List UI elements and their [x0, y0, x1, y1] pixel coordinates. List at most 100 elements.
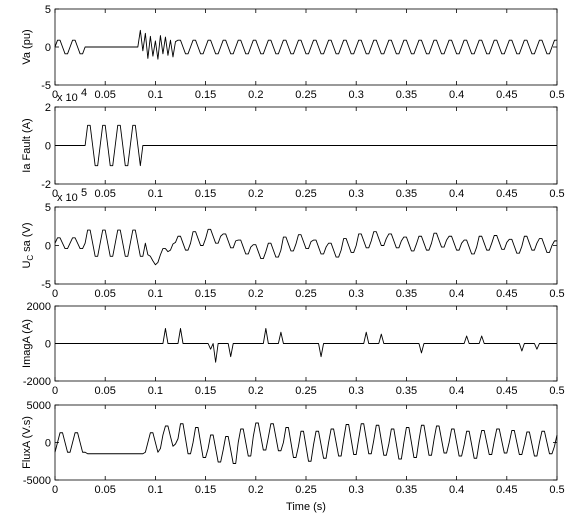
subplot: 0 0.05 0.1 0.15 0.2 0.25 0.3 0.35 0.4 0.45 0.5-505… [21, 4, 565, 101]
y-axis-label: UCsa (V) [21, 222, 35, 268]
waveform [55, 328, 557, 363]
x-tick-label: 0.4 [449, 385, 464, 397]
subplot: 0 0.05 0.1 0.15 0.2 0.25 0.3 0.35 0.4 0.45 0.5 -500… [21, 400, 565, 513]
x-tick-label: 0.1 [148, 188, 163, 200]
x-tick-label: 0.35 [396, 188, 417, 200]
x-tick-label: 0.45 [496, 288, 517, 300]
x-tick-label: 0.2 [248, 484, 263, 496]
x-tick-label: 0.5 [549, 484, 564, 496]
y-tick-label: 0 [45, 339, 51, 351]
x-tick-label: 0.4 [449, 484, 464, 496]
x-tick-label: 0.5 [549, 288, 564, 300]
x-tick-label: 0.3 [349, 89, 364, 101]
x-tick-label: 0.35 [396, 288, 417, 300]
x-tick-label: 0.35 [396, 484, 417, 496]
x-tick-label: 0.2 [248, 385, 263, 397]
x-tick-label: 0.2 [248, 89, 263, 101]
x-axis-label: Time (s) [286, 501, 326, 513]
x-tick-label: 0.5 [549, 89, 564, 101]
waveform [54, 422, 558, 464]
x-tick-label: 0.25 [295, 188, 316, 200]
x-tick-label: 0.1 [148, 288, 163, 300]
waveform [55, 124, 557, 167]
x-tick-label: 0.25 [295, 385, 316, 397]
x-tick-label: 0.15 [195, 188, 216, 200]
subplot: 0 0.05 0.1 0.15 0.2 0.25 0.3 0.35 0.4 0.45 0.5-202… [21, 87, 565, 200]
y-tick-label: 5 [45, 4, 51, 16]
subplot: 0 0.05 0.1 0.15 0.2 0.25 0.3 0.35 0.4 0.45 0.5-505… [21, 187, 565, 300]
x-tick-label: 0.25 [295, 484, 316, 496]
x-tick-label: 0.4 [449, 188, 464, 200]
y-axis-label-part: sa (V) [21, 222, 33, 251]
y-tick-label: 0 [45, 241, 51, 253]
axis-multiplier: x 10 [57, 192, 78, 204]
x-tick-label: 0.1 [148, 385, 163, 397]
x-tick-label: 0.2 [248, 188, 263, 200]
y-axis-label: ImagA (A) [21, 319, 33, 368]
y-axis-label-part: Va (pu) [21, 29, 33, 64]
waveform [54, 29, 557, 60]
x-tick-label: 0.25 [295, 89, 316, 101]
subplot: 0 0.05 0.1 0.15 0.2 0.25 0.3 0.35 0.4 0.45 0.5 -200… [21, 301, 565, 397]
x-tick-label: 0.2 [248, 288, 263, 300]
x-tick-label: 0 [52, 288, 58, 300]
x-tick-label: 0.25 [295, 288, 316, 300]
x-tick-label: 0.5 [549, 385, 564, 397]
x-tick-label: 0.35 [396, 89, 417, 101]
x-tick-label: 0.35 [396, 385, 417, 397]
y-axis-label: Va (pu) [21, 29, 33, 64]
x-tick-label: 0 [52, 188, 58, 200]
x-tick-label: 0.3 [349, 288, 364, 300]
x-tick-label: 0.1 [148, 484, 163, 496]
y-axis-label-part: U [21, 261, 33, 269]
x-tick-label: 0.45 [496, 89, 517, 101]
axes-box [54, 404, 558, 481]
x-tick-label: 0.1 [148, 89, 163, 101]
y-tick-label: 0 [45, 42, 51, 54]
y-tick-label: -5 [41, 279, 51, 291]
y-tick-label: -2 [41, 179, 51, 191]
y-tick-label: 0 [45, 438, 51, 450]
x-tick-label: 0.5 [549, 188, 564, 200]
x-tick-label: 0.05 [94, 188, 115, 200]
x-tick-label: 0 [52, 484, 58, 496]
x-tick-label: 0.15 [195, 484, 216, 496]
axis-multiplier-exponent: 4 [81, 87, 87, 99]
x-tick-label: 0.05 [94, 385, 115, 397]
axes-box [54, 8, 558, 86]
x-tick-label: 0.45 [496, 385, 517, 397]
y-tick-label: 2000 [27, 301, 51, 313]
x-tick-label: 0.3 [349, 484, 364, 496]
x-tick-label: 0.15 [195, 385, 216, 397]
x-tick-label: 0 [52, 89, 58, 101]
y-axis-label: Ia Fault (A) [21, 118, 33, 172]
x-tick-label: 0.15 [195, 288, 216, 300]
x-tick-label: 0.15 [195, 89, 216, 101]
x-tick-label: 0.05 [94, 484, 115, 496]
x-tick-label: 0.4 [449, 288, 464, 300]
axis-multiplier: x 10 [57, 92, 78, 104]
x-tick-label: 0.45 [496, 188, 517, 200]
x-tick-label: 0 [52, 385, 58, 397]
x-tick-label: 0.05 [94, 288, 115, 300]
axis-multiplier-exponent: 5 [81, 187, 87, 199]
y-axis-label-part: ImagA (A) [21, 319, 33, 368]
x-tick-label: 0.4 [449, 89, 464, 101]
y-axis-label: FluxA (V.s) [21, 416, 33, 469]
y-axis-label-part: Ia Fault (A) [21, 118, 33, 172]
y-tick-label: 5 [45, 202, 51, 214]
y-axis-label-part: FluxA (V.s) [21, 416, 33, 469]
x-tick-label: 0.45 [496, 484, 517, 496]
x-tick-label: 0.3 [349, 188, 364, 200]
y-tick-label: 5000 [27, 400, 51, 412]
x-tick-label: 0.05 [94, 89, 115, 101]
y-tick-label: -5 [41, 80, 51, 92]
x-tick-label: 0.3 [349, 385, 364, 397]
y-tick-label: 2 [45, 102, 51, 114]
waveform [54, 228, 557, 266]
y-axis-label-sub: C [26, 255, 35, 261]
y-tick-label: 0 [45, 141, 51, 153]
y-tick-label: -2000 [23, 376, 51, 388]
